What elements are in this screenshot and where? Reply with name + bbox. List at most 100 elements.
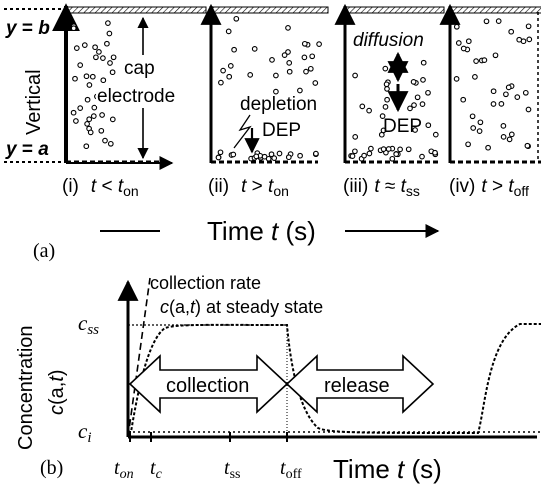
particle	[297, 152, 303, 159]
collected-particles-iii	[348, 145, 439, 162]
particle	[500, 123, 507, 129]
particle	[382, 104, 389, 110]
time-axis-label-a: Time t (s)	[207, 216, 316, 246]
particle	[432, 149, 438, 156]
t-ss-label: tss	[224, 457, 240, 482]
particle	[107, 60, 113, 66]
panel-b: collection release collection rate c(a,t…	[15, 273, 541, 484]
particles-iii	[352, 59, 439, 140]
particle	[506, 136, 513, 143]
particle	[492, 52, 499, 59]
vertical-label: Vertical	[23, 69, 45, 135]
cap-plate-ii	[210, 6, 329, 14]
particle	[405, 146, 412, 153]
particle	[419, 153, 425, 160]
particle	[490, 88, 497, 95]
particle	[481, 57, 488, 63]
particle	[91, 104, 98, 111]
particle	[99, 112, 105, 118]
particle	[500, 134, 507, 140]
steady-state-label: c(a,t) at steady state	[160, 297, 323, 317]
particle	[285, 25, 291, 31]
particle	[273, 72, 279, 79]
particle	[281, 52, 288, 58]
panel-a-tag: (a)	[33, 240, 55, 262]
particle	[81, 42, 88, 48]
particle	[285, 49, 291, 55]
particle	[469, 113, 476, 120]
dep-label-iii: DEP	[383, 116, 422, 137]
particle	[96, 49, 102, 55]
particle	[226, 73, 233, 80]
particle	[265, 155, 272, 162]
particle	[307, 65, 314, 72]
time-axis-label-b: Time t (s)	[333, 454, 442, 484]
particle	[453, 76, 460, 82]
particle	[77, 62, 84, 68]
t-c-label: tc	[150, 457, 163, 482]
c-ss-label: css	[78, 311, 99, 338]
t-on-label: ton	[114, 457, 134, 482]
cap-label: cap	[124, 58, 155, 79]
particle	[102, 137, 108, 144]
panel-b-tag: (b)	[40, 457, 63, 479]
concentration-label: Concentration	[15, 325, 37, 450]
depletion-pointer	[233, 114, 252, 149]
particle	[225, 28, 232, 35]
particle	[349, 153, 356, 159]
particle	[384, 96, 390, 103]
particle	[393, 151, 400, 157]
release-arrow	[285, 354, 435, 414]
particle	[366, 150, 373, 157]
particle	[276, 150, 283, 157]
particle	[485, 144, 491, 151]
particle	[90, 113, 97, 119]
particle	[92, 44, 98, 51]
panel-ii: depletion DEP	[200, 3, 329, 164]
particle	[269, 57, 275, 63]
particle	[217, 149, 224, 156]
particle	[253, 153, 260, 160]
particle	[414, 94, 421, 101]
particle	[526, 36, 533, 43]
particle	[425, 89, 431, 96]
sub-label-iii: (iii) t ≈ tss	[343, 176, 420, 199]
cap-plate-i	[65, 6, 207, 14]
particle	[382, 65, 389, 72]
c-a-t-axis-label: c(a,t)	[46, 369, 68, 415]
particle	[247, 72, 254, 78]
particle	[385, 146, 392, 152]
particle	[286, 60, 293, 66]
particle	[70, 109, 77, 116]
y-equals-b-label: y = b	[5, 18, 50, 39]
particle	[420, 77, 426, 83]
particle	[410, 79, 417, 85]
particle	[514, 94, 521, 100]
particle	[455, 40, 462, 46]
particle	[453, 23, 460, 30]
dep-label-ii: DEP	[262, 120, 301, 141]
particle	[366, 107, 372, 114]
t-off-label: toff	[280, 457, 302, 482]
particle	[383, 81, 390, 88]
particle	[87, 129, 94, 136]
collection-label: collection	[166, 375, 249, 397]
particle	[231, 46, 237, 53]
particle	[309, 53, 316, 60]
particle	[73, 45, 80, 51]
particle	[473, 58, 479, 64]
cap-plate-iii	[344, 6, 445, 14]
collection-rate-label: collection rate	[150, 273, 261, 293]
panel-iii: diffusion DEP	[334, 3, 445, 164]
particle	[397, 146, 403, 153]
particle	[380, 146, 387, 152]
particle	[100, 55, 106, 61]
particle	[316, 41, 322, 47]
collection-rate-line	[127, 277, 151, 438]
particle	[215, 154, 222, 161]
particle	[84, 121, 90, 127]
particles-ii	[218, 15, 322, 95]
particle	[460, 96, 467, 103]
particle	[465, 141, 471, 148]
particle	[352, 148, 358, 155]
